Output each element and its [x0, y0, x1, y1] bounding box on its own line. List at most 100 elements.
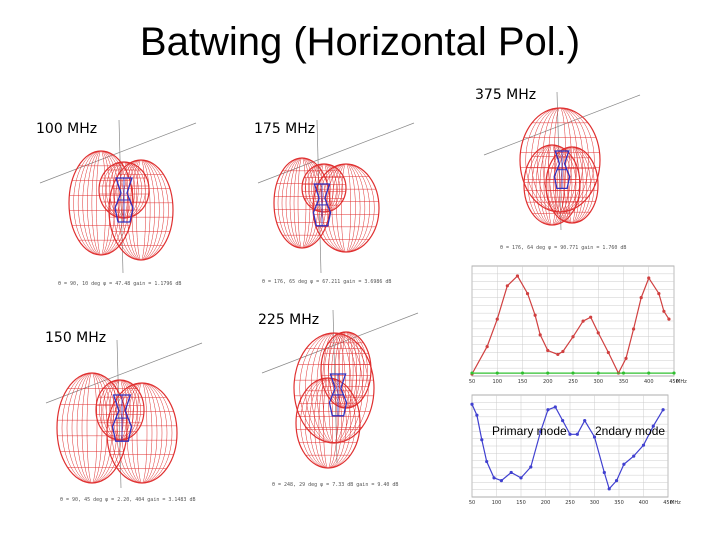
- freq-label-375: 375 MHz: [475, 87, 537, 103]
- pattern-225-lobe-1-meridian: [323, 377, 333, 469]
- data-point: [485, 459, 489, 464]
- pattern-150-lobe-0-meridian: [86, 372, 98, 484]
- data-point: [546, 371, 550, 375]
- data-point: [533, 313, 537, 317]
- x-tick-label: 150: [518, 379, 528, 385]
- data-point: [581, 319, 585, 323]
- radiation-pattern-225mhz: [261, 309, 419, 469]
- pattern-caption-100: θ = 90, 10 deg φ = 47.48 gain = 1.1796 d…: [58, 281, 182, 287]
- pattern-175-lobe-0-meridian: [297, 157, 307, 249]
- x-tick-label: 250: [565, 500, 575, 506]
- data-point: [596, 371, 600, 375]
- pattern-caption-375: θ = 176, 64 deg φ = 90.771 gain = 1.760 …: [500, 245, 627, 251]
- pattern-175-lobe-1-meridian: [336, 163, 356, 253]
- pattern-caption-175: θ = 176, 65 deg φ = 67.211 gain = 3.6986…: [262, 279, 392, 285]
- x-tick-label: 350: [619, 379, 629, 385]
- x-tick-label: 100: [492, 500, 502, 506]
- data-point: [571, 335, 575, 339]
- pattern-150-lobe-1-meridian: [136, 382, 148, 484]
- data-point: [499, 479, 503, 483]
- pattern-375-lobe-1-meridian: [527, 144, 577, 226]
- data-point: [568, 432, 572, 436]
- data-point: [529, 465, 533, 469]
- data-point: [589, 315, 593, 319]
- x-tick-label: 50: [469, 379, 475, 385]
- data-point: [647, 371, 651, 375]
- pattern-225-lobe-1-outline: [295, 377, 361, 469]
- pattern-225-lobe-2-meridian: [327, 331, 365, 409]
- x-axis-line: [483, 94, 641, 156]
- freq-label-175: 175 MHz: [254, 121, 316, 137]
- data-point: [485, 344, 489, 349]
- x-tick-label: 450: [669, 379, 679, 385]
- pattern-175-element-outline: [312, 183, 332, 227]
- pattern-150-lobe-0-meridian: [66, 372, 118, 484]
- pattern-225-lobe-2-meridian: [331, 331, 361, 409]
- radiation-pattern-100mhz: [39, 119, 197, 274]
- x-axis-line: [39, 122, 197, 184]
- data-point: [520, 371, 525, 375]
- x-tick-label: 350: [614, 500, 624, 506]
- x-tick-label: 200: [541, 500, 551, 506]
- data-point: [519, 476, 523, 480]
- data-point: [505, 284, 509, 288]
- pattern-375-lobe-1-outline: [523, 144, 581, 226]
- data-point: [515, 274, 520, 278]
- x-tick-label: 300: [593, 379, 603, 385]
- pattern-175-lobe-1-meridian: [341, 163, 351, 253]
- x-tick-label: 300: [590, 500, 600, 506]
- data-point: [607, 487, 611, 491]
- data-point: [470, 371, 474, 375]
- data-point: [561, 419, 565, 423]
- data-point: [632, 454, 636, 458]
- series-line-0: [471, 275, 670, 375]
- data-point: [571, 371, 575, 375]
- x-tick-label: 250: [568, 379, 578, 385]
- z-axis-line: [118, 119, 124, 274]
- data-point: [632, 327, 636, 331]
- data-point: [556, 352, 560, 357]
- data-point: [509, 470, 513, 475]
- radiation-pattern-175mhz: [257, 119, 415, 274]
- data-point: [661, 408, 665, 412]
- data-point: [647, 276, 651, 280]
- data-point: [606, 350, 610, 355]
- pattern-100-lobe-0-meridian: [91, 150, 111, 256]
- pattern-150-lobe-2-meridian: [102, 379, 138, 441]
- data-point: [662, 309, 666, 313]
- pattern-150-lobe-2-meridian: [109, 379, 131, 441]
- pattern-100-element-outline: [114, 177, 134, 223]
- pattern-225-element-outline: [328, 373, 348, 417]
- data-point: [621, 371, 626, 375]
- data-point: [583, 419, 587, 423]
- x-tick-label: 50: [469, 500, 475, 506]
- x-tick-label: 400: [639, 500, 649, 506]
- x-axis-line: [45, 342, 203, 404]
- data-point: [561, 349, 565, 354]
- x-tick-label: 400: [644, 379, 654, 385]
- pattern-375-element-outline: [553, 150, 571, 190]
- radiation-pattern-375mhz: [483, 91, 641, 231]
- data-point: [480, 438, 484, 442]
- pattern-225-lobe-2-meridian: [335, 331, 357, 409]
- radiation-pattern-150mhz: [45, 339, 203, 489]
- data-point: [525, 292, 530, 296]
- pattern-caption-225: θ = 248, 29 deg φ = 7.33 dB gain = 9.40 …: [272, 482, 399, 488]
- pattern-375-lobe-1-meridian: [535, 144, 569, 226]
- data-point: [639, 295, 643, 300]
- primary-mode-label: Primary mode: [492, 424, 567, 438]
- data-point: [470, 402, 474, 406]
- data-point: [624, 356, 628, 360]
- data-point: [546, 408, 550, 412]
- data-point: [539, 429, 543, 434]
- freq-label-100: 100 MHz: [36, 121, 98, 137]
- pattern-caption-150: θ = 90, 45 deg φ = 2.20, 404 gain = 3.14…: [60, 497, 196, 503]
- pattern-225-lobe-1-meridian: [309, 377, 347, 469]
- data-point: [602, 470, 606, 475]
- pattern-175-lobe-0-meridian: [277, 157, 327, 249]
- pattern-225-lobe-2-meridian: [338, 331, 354, 409]
- data-point: [492, 476, 496, 480]
- data-point: [575, 432, 579, 436]
- secondary-mode-label: 2ndary mode: [595, 424, 666, 438]
